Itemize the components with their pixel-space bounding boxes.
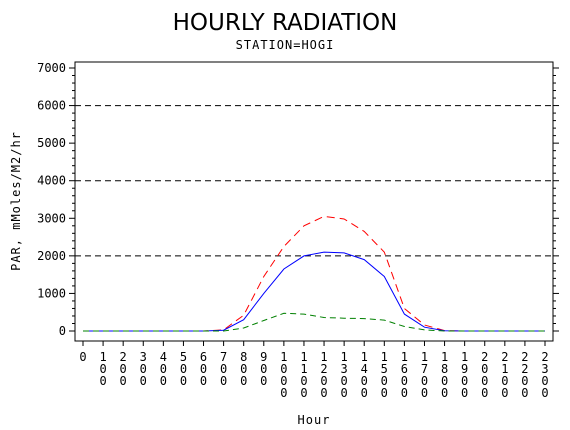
series-layer [83,215,545,332]
y-tick-label: 5000 [37,136,66,150]
chart-title: HOURLY RADIATION [173,10,398,36]
y-tick-label: 1000 [37,286,66,300]
chart-subtitle: STATION=HOGI [236,38,335,52]
x-tick-label: 0 [79,350,86,364]
y-tick-label: 2000 [37,249,66,263]
x-axis: 0 1 0 0 2 0 0 3 0 0 4 0 0 5 0 0 6 0 0 7 0 0 8 0 0 9 0 0 1 0 0 0 1 1 0 0 1 2 0 0… [79,341,549,400]
y-axis: 0 1000 2000 3000 4000 5000 6000 7000 [37,61,559,338]
y-tick-label: 3000 [37,211,66,225]
reference-lines [75,105,553,257]
series-line-2 [83,251,545,332]
series-line-3 [83,312,545,332]
series-line-1 [83,215,545,332]
y-tick-label: 7000 [37,61,66,75]
y-tick-label: 6000 [37,99,66,113]
y-tick-label: 0 [59,324,66,338]
plot-frame [74,61,554,342]
y-axis-label: PAR, mMoles/M2/hr [9,131,23,271]
y-tick-label: 4000 [37,174,66,188]
x-axis-label: Hour [298,413,331,427]
